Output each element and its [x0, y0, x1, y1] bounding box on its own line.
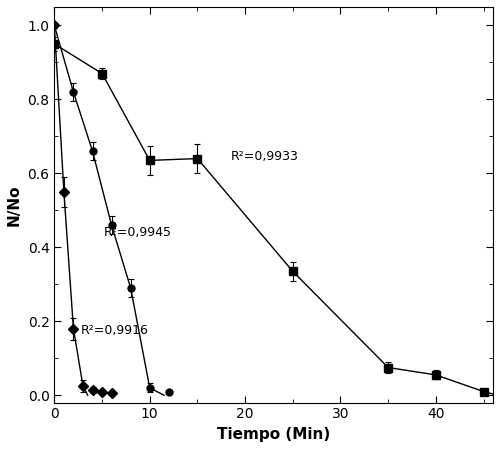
X-axis label: Tiempo (Min): Tiempo (Min)	[217, 427, 330, 442]
Text: R²=0,9916: R²=0,9916	[81, 324, 149, 337]
Text: R²=0,9945: R²=0,9945	[104, 226, 172, 239]
Text: R²=0,9933: R²=0,9933	[231, 150, 298, 163]
Y-axis label: N/No: N/No	[7, 184, 22, 225]
